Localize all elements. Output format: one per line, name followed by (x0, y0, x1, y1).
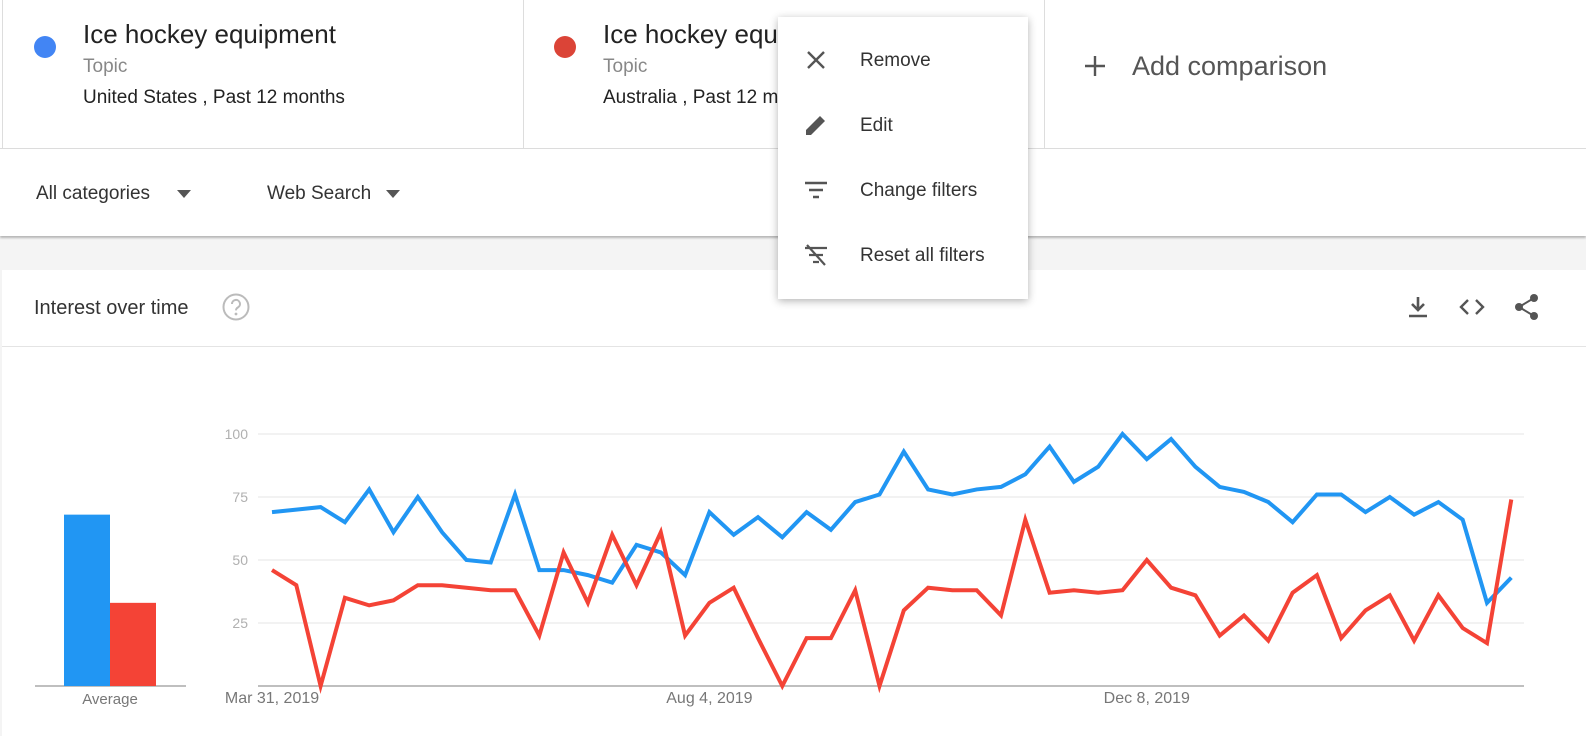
chart: 25 50 75 100 Mar 31, 2019 Aug 4, 2019 Dec 8, 2… (35, 426, 1524, 708)
x-tick-label: Aug 4, 2019 (666, 690, 752, 707)
add-comparison-label: Add comparison (1132, 51, 1328, 81)
term-scope: Australia , Past 12 months (603, 87, 825, 108)
plus-icon (1085, 56, 1105, 76)
average-bar (110, 602, 156, 686)
y-tick-label: 50 (232, 552, 248, 568)
menu-label: Edit (860, 115, 893, 136)
term: Ice hockey equipment (83, 19, 336, 49)
y-tick-label: 100 (225, 426, 249, 442)
caret (177, 190, 191, 198)
reset-filter-icon (805, 244, 827, 266)
category-dropdown[interactable]: All categories (30, 169, 200, 217)
menu-label: Reset all filters (860, 245, 985, 266)
menu-item[interactable]: Reset all filters (778, 223, 1028, 287)
term-kind: Topic (83, 56, 128, 77)
card-header: Interest over time (2, 270, 1586, 347)
y-tick-label: 75 (232, 489, 248, 505)
remove-icon (807, 51, 825, 69)
series-line (270, 499, 1514, 694)
interest-card: Interest over time (2, 270, 1586, 736)
average-bar (64, 514, 110, 686)
menu-label: Remove (860, 50, 931, 71)
menu-item[interactable]: Change filters (778, 158, 1028, 222)
comparison-card[interactable]: Ice hockey equipment Topic United States… (2, 0, 524, 148)
x-tick-label: Mar 31, 2019 (225, 690, 319, 707)
dropdown-label: Web Search (267, 183, 372, 204)
series-dot (34, 36, 56, 58)
share-icon[interactable] (1513, 293, 1541, 321)
card-title: Interest over time (34, 297, 189, 319)
edit-icon (806, 116, 825, 135)
y-tick-label: 25 (232, 615, 248, 631)
dropdown-label: All categories (36, 183, 151, 204)
series-dot (554, 36, 576, 58)
x-tick-label: Dec 8, 2019 (1104, 690, 1190, 707)
download-icon[interactable] (1405, 294, 1431, 320)
add-comparison[interactable]: Add comparison (1044, 0, 1586, 148)
menu-item[interactable]: Edit (778, 93, 1028, 157)
help-icon[interactable] (221, 292, 251, 322)
filter-icon (805, 181, 827, 199)
property-dropdown[interactable]: Web Search (261, 169, 411, 217)
average-label: Average (82, 691, 138, 708)
term-scope: United States , Past 12 months (83, 87, 345, 108)
term-kind: Topic (603, 56, 648, 77)
embed-icon[interactable] (1458, 294, 1486, 320)
context-menu: Remove Edit Change filters Reset all fil… (778, 17, 1028, 299)
menu-label: Change filters (860, 180, 978, 201)
menu-item[interactable]: Remove (778, 28, 1028, 92)
caret (386, 190, 400, 198)
series-line (271, 430, 1513, 607)
